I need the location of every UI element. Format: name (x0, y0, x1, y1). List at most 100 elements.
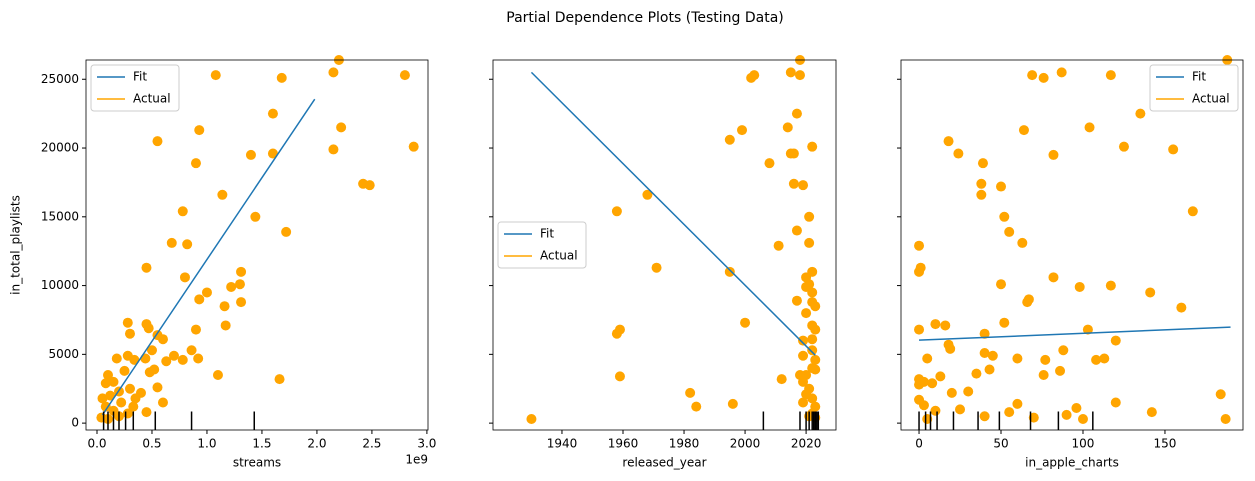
point (1017, 237, 1028, 248)
point (807, 266, 818, 277)
legend: Fit Actual (90, 64, 180, 112)
point (1168, 144, 1179, 155)
y-tick-label: 0 (71, 416, 79, 430)
point (914, 324, 925, 335)
point (918, 400, 929, 411)
point (201, 287, 212, 298)
point (801, 308, 812, 319)
point (807, 345, 818, 356)
point (801, 389, 812, 400)
point (1091, 354, 1102, 365)
x-axis-label: released_year (622, 456, 706, 470)
point (128, 401, 139, 412)
point (651, 262, 662, 273)
point (979, 347, 990, 358)
point (945, 343, 956, 354)
point (1077, 413, 1088, 424)
point (408, 141, 419, 152)
point (143, 323, 154, 334)
point (190, 324, 201, 335)
point (236, 266, 247, 277)
point (996, 181, 1007, 192)
point (685, 387, 696, 398)
point (141, 407, 152, 418)
point (940, 320, 951, 331)
point (955, 404, 966, 415)
point (1215, 389, 1226, 400)
point (1082, 324, 1093, 335)
point (146, 345, 157, 356)
point (267, 108, 278, 119)
x-axis-label: streams (233, 456, 281, 470)
panel: 0 5000 10000 15000 20000 25000 0.0 0.5 1.0 1.5 2.0… (9, 55, 436, 470)
point (1118, 141, 1129, 152)
legend: Fit Actual (497, 221, 587, 269)
point (776, 374, 787, 385)
point (526, 413, 537, 424)
x-tick-label: 2.5 (362, 437, 381, 451)
legend-label: Actual (1192, 92, 1230, 106)
x-tick-label: 100 (1072, 437, 1095, 451)
point (1084, 122, 1095, 133)
point (1023, 294, 1034, 305)
point (108, 376, 119, 387)
point (927, 378, 938, 389)
point (930, 319, 941, 330)
point (149, 364, 160, 375)
point (977, 158, 988, 169)
point (1038, 369, 1049, 380)
point (788, 178, 799, 189)
point (336, 122, 347, 133)
point (740, 317, 751, 328)
point (157, 334, 168, 345)
legend-label: Fit (1192, 70, 1206, 84)
point (1012, 398, 1023, 409)
point (794, 369, 805, 380)
y-tick-label: 5000 (48, 347, 79, 361)
point (1061, 409, 1072, 420)
legend-label: Actual (540, 249, 578, 263)
figure-title: Partial Dependence Plots (Testing Data) (506, 10, 784, 26)
point (1074, 281, 1085, 292)
point (1187, 206, 1198, 217)
point (102, 369, 113, 380)
point (798, 397, 809, 408)
point (130, 393, 141, 404)
point (1048, 272, 1059, 283)
point (190, 158, 201, 169)
y-tick-label: 25000 (41, 72, 79, 86)
point (157, 397, 168, 408)
point (922, 413, 933, 424)
y-tick-label: 15000 (41, 209, 79, 223)
point (124, 328, 135, 339)
point (364, 180, 375, 191)
point (976, 189, 987, 200)
point (737, 125, 748, 136)
point (1056, 67, 1067, 78)
point (1004, 226, 1015, 237)
point (798, 335, 809, 346)
point (1105, 280, 1116, 291)
point (212, 369, 223, 380)
point (791, 295, 802, 306)
point (922, 353, 933, 364)
point (119, 365, 130, 376)
x-tick-label: 0.0 (87, 437, 106, 451)
point (1027, 70, 1038, 81)
point (276, 72, 287, 83)
x-tick-label: 2.0 (307, 437, 326, 451)
point (810, 301, 821, 312)
point (210, 70, 221, 81)
point (782, 122, 793, 133)
legend: Fit Actual (1149, 64, 1239, 112)
point (122, 317, 133, 328)
panel: 0 50 100 150 in_apple_charts Fit Actual (897, 55, 1244, 470)
point (987, 350, 998, 361)
point (807, 287, 818, 298)
point (100, 401, 111, 412)
x-tick-label: 0.5 (142, 437, 161, 451)
point (1135, 108, 1146, 119)
x-tick-label: 1980 (669, 437, 700, 451)
point (194, 294, 205, 305)
point (124, 383, 135, 394)
